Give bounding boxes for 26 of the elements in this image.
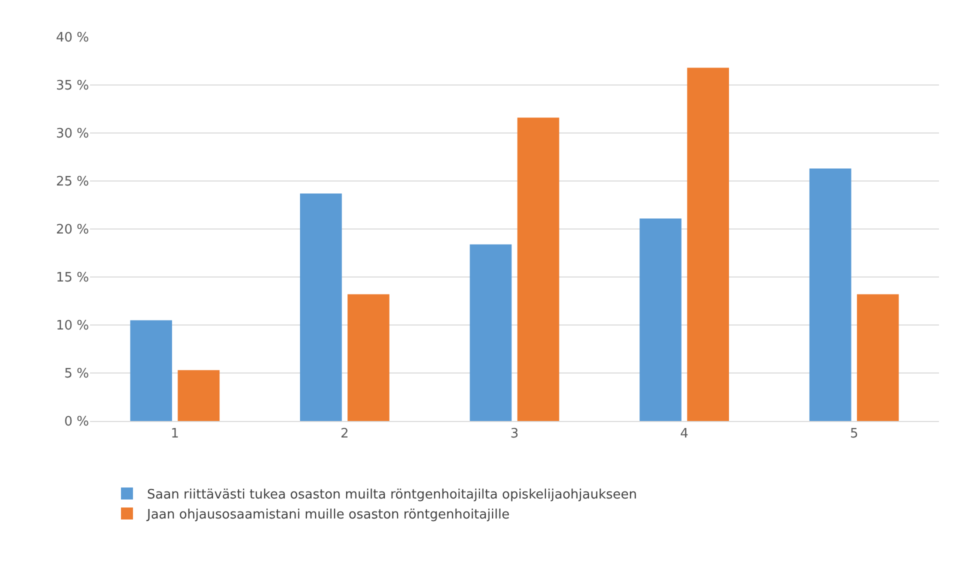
y-tick-label: 15 %	[56, 270, 89, 286]
x-tick-label: 5	[850, 426, 858, 442]
legend-label: Jaan ohjausosaamistani muille osaston röntgenhoitajille	[146, 508, 510, 523]
y-tick-label: 30 %	[56, 126, 89, 142]
bar	[470, 244, 512, 421]
y-tick-label: 25 %	[56, 174, 89, 190]
y-tick-label: 20 %	[56, 222, 89, 238]
bar	[130, 320, 172, 421]
bar	[300, 193, 342, 421]
y-tick-label: 0 %	[64, 414, 89, 430]
x-tick-label: 4	[680, 426, 688, 442]
bar	[809, 168, 852, 421]
bar	[517, 118, 560, 421]
y-tick-label: 10 %	[56, 318, 89, 334]
y-tick-label: 5 %	[64, 366, 89, 382]
y-tick-label: 35 %	[56, 78, 89, 94]
bar	[178, 370, 220, 421]
y-tick-label: 40 %	[56, 30, 89, 46]
bar	[640, 218, 682, 421]
bar	[348, 294, 390, 421]
bar	[856, 294, 899, 421]
x-tick-label: 1	[170, 426, 180, 442]
bar	[687, 68, 729, 421]
legend-label: Saan riittävästi tukea osaston muilta röntgenhoitajilta opiskelijaohjaukseen	[146, 488, 637, 503]
x-tick-label: 3	[510, 426, 519, 442]
x-tick-label: 2	[340, 426, 349, 442]
